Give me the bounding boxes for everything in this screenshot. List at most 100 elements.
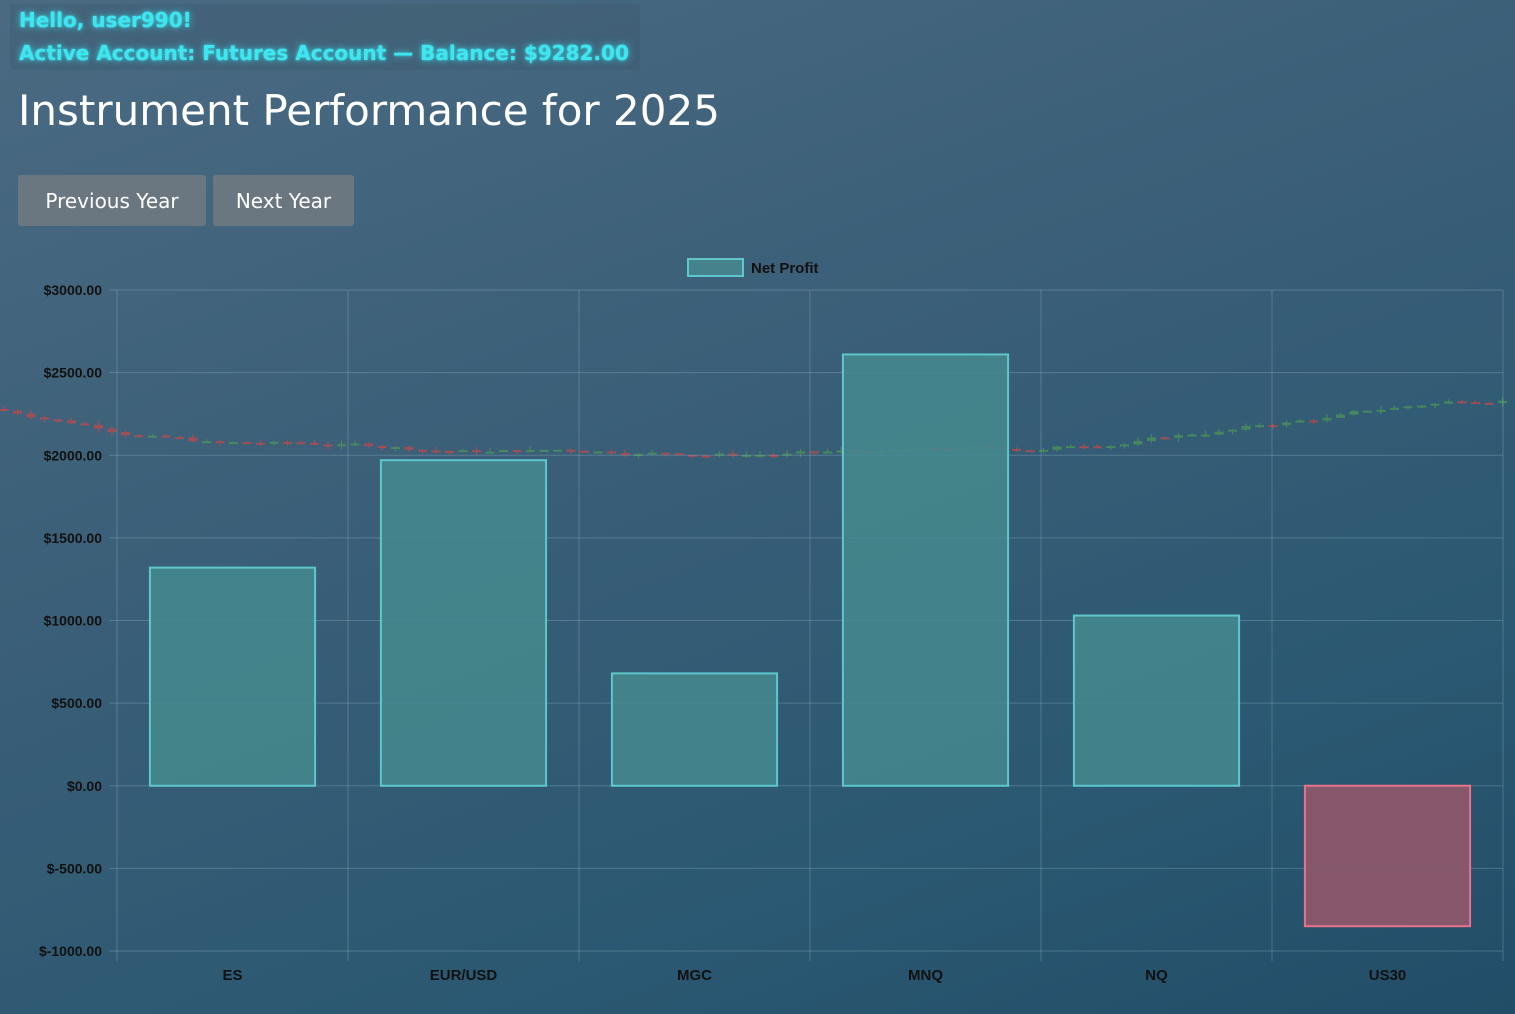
- candlestick: [580, 450, 589, 453]
- candlestick: [256, 439, 265, 447]
- next-year-button[interactable]: Next Year: [213, 175, 354, 226]
- candlestick: [26, 410, 36, 420]
- x-tick-label: US30: [1369, 967, 1407, 984]
- candle-body: [1187, 434, 1197, 437]
- candle-body: [404, 447, 414, 450]
- candle-body: [1079, 446, 1089, 449]
- candlestick: [121, 430, 130, 438]
- candlestick: [53, 419, 63, 423]
- candle-body: [26, 413, 36, 418]
- candle-body: [499, 450, 508, 453]
- candlestick: [229, 441, 238, 445]
- candlestick: [823, 448, 832, 454]
- candle-body: [1039, 449, 1048, 452]
- candle-body: [1106, 446, 1116, 449]
- candlestick: [1444, 399, 1453, 405]
- candlestick: [607, 449, 616, 455]
- candlestick: [1025, 449, 1035, 453]
- candlestick: [755, 450, 765, 459]
- candle-body: [809, 451, 819, 454]
- candle-body: [782, 453, 792, 456]
- candle-body: [1228, 429, 1237, 432]
- candle-body: [445, 451, 454, 454]
- candlestick: [134, 434, 144, 438]
- candle-body: [593, 451, 603, 454]
- candle-body: [134, 435, 144, 438]
- candle-body: [161, 435, 171, 438]
- candle-body: [620, 453, 630, 456]
- candlestick: [512, 449, 522, 454]
- candle-body: [701, 455, 711, 458]
- candle-body: [364, 443, 373, 447]
- candlestick: [661, 452, 670, 457]
- candlestick: [472, 447, 481, 455]
- candle-body: [188, 437, 198, 442]
- candlestick: [1376, 405, 1386, 415]
- candlestick: [323, 441, 333, 450]
- candlestick: [688, 454, 697, 459]
- x-tick-label: MNQ: [908, 967, 943, 984]
- candlestick: [1268, 423, 1278, 429]
- candlestick: [107, 426, 117, 437]
- candle-body: [715, 453, 724, 456]
- candlestick: [1241, 423, 1251, 432]
- x-tick-label: NQ: [1145, 967, 1168, 984]
- candlestick: [1133, 437, 1143, 447]
- candle-body: [1282, 422, 1291, 426]
- candle-body: [1417, 405, 1426, 408]
- net-profit-bar-chart: $3000.00 $2500.00 $2000.00 $1500.00 $1000.00…: [0, 258, 1507, 984]
- candlestick: [1079, 443, 1089, 450]
- candle-body: [229, 442, 238, 445]
- candlestick: [350, 440, 360, 447]
- bar-us30: [1303, 784, 1472, 928]
- candlestick: [1498, 396, 1507, 407]
- candlestick: [1309, 418, 1318, 425]
- bar-nq: [1072, 614, 1241, 787]
- previous-year-button[interactable]: Previous Year: [18, 175, 206, 226]
- candle-body: [1376, 409, 1386, 412]
- candle-body: [1147, 437, 1156, 442]
- candlestick: [1039, 448, 1048, 454]
- candlestick: [1471, 399, 1480, 405]
- candle-body: [40, 417, 49, 420]
- candlestick: [1457, 399, 1467, 405]
- candlestick: [620, 449, 630, 458]
- candlestick: [431, 446, 441, 454]
- candle-body: [566, 449, 576, 452]
- candlestick: [161, 434, 171, 438]
- candlestick: [1484, 401, 1494, 405]
- candle-body: [377, 446, 387, 449]
- candlestick: [1390, 405, 1399, 411]
- candlestick: [742, 451, 751, 458]
- y-axis-ticks: $3000.00 $2500.00 $2000.00 $1500.00 $1000.00…: [39, 282, 102, 959]
- candle-body: [742, 454, 751, 457]
- candle-body: [1012, 448, 1021, 451]
- candle-body: [0, 408, 9, 411]
- candle-body: [485, 451, 495, 454]
- x-tick-label: ES: [222, 967, 242, 984]
- candlestick: [1403, 405, 1413, 410]
- candlestick: [539, 449, 549, 452]
- candlestick: [1363, 410, 1372, 413]
- candle-body: [1295, 420, 1305, 423]
- candlestick: [1201, 430, 1210, 438]
- candle-body: [202, 441, 211, 444]
- candlestick: [445, 450, 454, 455]
- candle-body: [755, 454, 765, 457]
- candle-body: [1349, 411, 1359, 415]
- candlestick: [1417, 404, 1426, 409]
- candlestick: [1120, 443, 1129, 449]
- candle-body: [580, 450, 589, 453]
- candle-body: [1444, 401, 1453, 404]
- candlestick: [13, 408, 22, 416]
- greeting-text: Hello, user990!: [19, 8, 192, 32]
- y-tick-label: $0.00: [67, 778, 102, 794]
- candle-body: [526, 450, 535, 453]
- candlestick: [377, 444, 387, 451]
- candlestick: [175, 435, 184, 440]
- candle-body: [512, 450, 522, 453]
- candle-body: [458, 450, 468, 453]
- candle-body: [296, 442, 306, 445]
- candle-body: [1214, 431, 1224, 435]
- background-candlestick-decoration: [0, 396, 1507, 460]
